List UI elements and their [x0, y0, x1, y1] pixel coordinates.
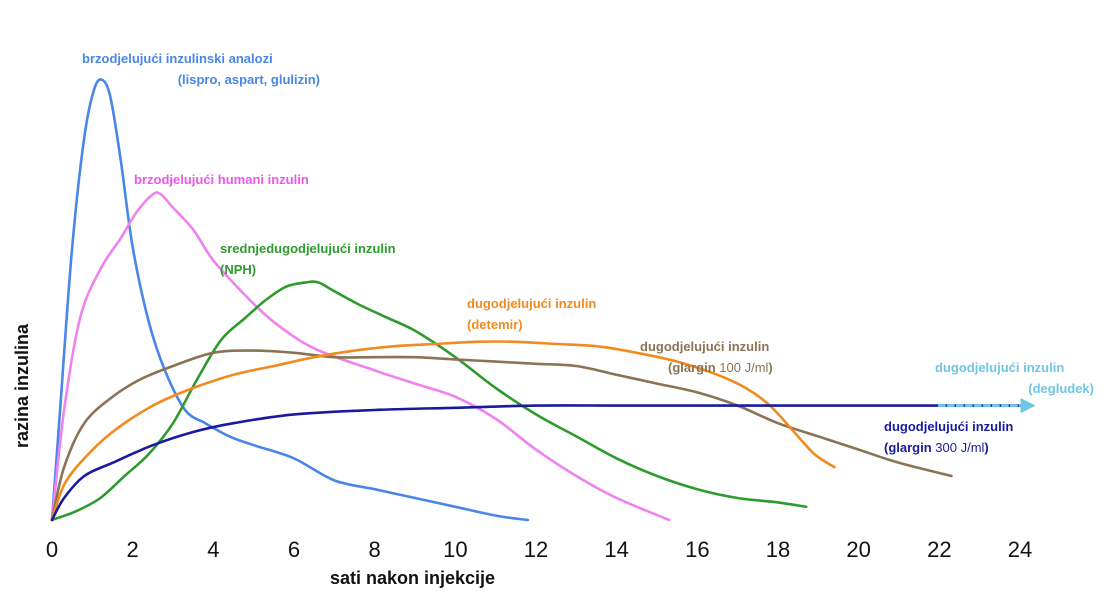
x-tick-label-20: 20 — [846, 537, 870, 562]
glargine-300-label: dugodjelujući inzulin (glargin 300 J/ml) — [884, 419, 1013, 455]
human-regular-label-line-1: brzodjelujući humani inzulin — [134, 172, 309, 187]
nph-label-line-2: (NPH) — [220, 262, 256, 277]
nph-label-line-1: srednjedugodjelujući inzulin — [220, 241, 396, 256]
annotations: brzodjelujući inzulinski analozi (lispro,… — [82, 51, 1094, 455]
human-regular-label-text: brzodjelujući humani inzulin — [134, 172, 309, 187]
series-layer — [50, 78, 1036, 522]
rapid-analog-curve — [50, 78, 530, 522]
human-regular-curve — [50, 191, 671, 522]
nph-label: srednjedugodjelujući inzulin (NPH) — [220, 241, 396, 277]
glargine-100-label-text: dugodjelujući inzulin — [640, 339, 769, 354]
detemir-label-text: (detemir) — [467, 317, 523, 332]
x-tick-label-6: 6 — [288, 537, 300, 562]
nph-label-text: (NPH) — [220, 262, 256, 277]
x-tick-label-0: 0 — [46, 537, 58, 562]
glargine-100-label-line-2: (glargin 100 J/ml) — [668, 360, 773, 375]
glargine-100-label-line-1: dugodjelujući inzulin — [640, 339, 769, 354]
degludec-label-line-1: dugodjelujući inzulin — [935, 360, 1064, 375]
x-axis-title: sati nakon injekcije — [330, 568, 495, 588]
detemir-label-text: dugodjelujući inzulin — [467, 296, 596, 311]
axes — [50, 14, 1022, 524]
glargine-100-label-text: ) — [768, 360, 772, 375]
glargine-100-label: dugodjelujući inzulin (glargin 100 J/ml) — [640, 339, 773, 375]
degludec-label: dugodjelujući inzulin (degludek) — [935, 360, 1094, 396]
glargine-300-label-line-2: (glargin 300 J/ml) — [884, 440, 989, 455]
glargine-300-label-text: (glargin — [884, 440, 935, 455]
glargine-300-label-text: dugodjelujući inzulin — [884, 419, 1013, 434]
x-tick-label-24: 24 — [1008, 537, 1032, 562]
glargine-300-label-text: ) — [984, 440, 988, 455]
glargine-100-curve — [50, 349, 953, 522]
detemir-label: dugodjelujući inzulin (detemir) — [467, 296, 596, 332]
rapid-analog-label-text: (lispro, aspart, glulizin) — [178, 72, 320, 87]
x-tick-label-12: 12 — [524, 537, 548, 562]
rapid-analog-label-text: brzodjelujući inzulinski analozi — [82, 51, 273, 66]
nph-label-text: srednjedugodjelujući inzulin — [220, 241, 396, 256]
x-tick-label-18: 18 — [766, 537, 790, 562]
x-tick-label-8: 8 — [369, 537, 381, 562]
degludec-label-text: dugodjelujući inzulin — [935, 360, 1064, 375]
glargine-300-curve — [50, 404, 1022, 522]
x-tick-label-10: 10 — [443, 537, 467, 562]
detemir-label-line-1: dugodjelujući inzulin — [467, 296, 596, 311]
x-tick-labels: 0 2 4 6 8 10 12 14 16 18 20 22 24 — [46, 537, 1032, 562]
rapid-analog-label: brzodjelujući inzulinski analozi (lispro,… — [82, 51, 320, 87]
degludec-label-text: (degludek) — [1028, 381, 1094, 396]
rapid-analog-label-line-1: brzodjelujući inzulinski analozi — [82, 51, 273, 66]
y-axis-title: razina inzulina — [12, 323, 32, 448]
rapid-analog-label-line-2: (lispro, aspart, glulizin) — [178, 72, 320, 87]
glargine-100-label-text: 100 J/ml — [719, 360, 768, 375]
x-tick-label-22: 22 — [927, 537, 951, 562]
degludec-label-line-2: (degludek) — [1028, 381, 1094, 396]
detemir-label-line-2: (detemir) — [467, 317, 523, 332]
x-tick-label-4: 4 — [207, 537, 219, 562]
glargine-300-label-text: 300 J/ml — [935, 440, 984, 455]
glargine-300-label-line-1: dugodjelujući inzulin — [884, 419, 1013, 434]
x-tick-label-2: 2 — [127, 537, 139, 562]
x-tick-label-14: 14 — [604, 537, 628, 562]
human-regular-label: brzodjelujući humani inzulin — [134, 172, 309, 187]
detemir-curve — [50, 340, 836, 522]
x-tick-label-16: 16 — [685, 537, 709, 562]
nph-curve — [50, 280, 808, 522]
glargine-100-label-text: (glargin — [668, 360, 719, 375]
